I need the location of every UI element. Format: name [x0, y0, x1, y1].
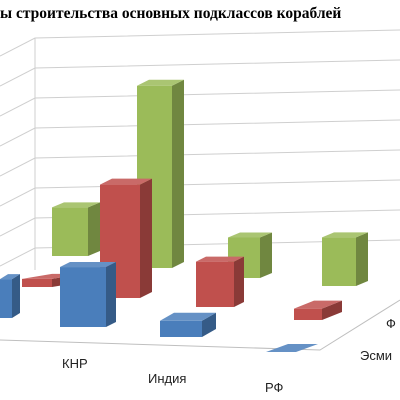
series-label-0: Ф — [386, 316, 396, 331]
gridline-0 — [0, 29, 400, 57]
bar-f-rf-top — [322, 232, 368, 238]
axis-labels: КНР Индия РФ Ф Эсми — [62, 316, 396, 395]
bar-red-india-side — [234, 256, 244, 307]
bar-blue-knr — [60, 262, 116, 327]
bar-red-india — [196, 256, 244, 307]
category-label-0: КНР — [62, 356, 88, 371]
gridline-1 — [0, 59, 400, 87]
series-label-1: Эсми — [360, 348, 392, 363]
bar-f-india-top — [228, 232, 272, 238]
bar-blue-rf-top — [266, 344, 318, 352]
bar-blue-india-side — [202, 312, 216, 337]
gridline-2 — [0, 89, 400, 117]
bar-blue-india — [160, 312, 216, 337]
bar-red-india-top — [196, 256, 244, 262]
bar-blue-knr-front — [60, 267, 106, 327]
bar-f-rf — [322, 232, 368, 286]
bar-red-rf-top — [294, 300, 342, 309]
floor-edge — [0, 299, 400, 351]
bar-group — [0, 79, 368, 352]
bar-f-india-side — [260, 232, 272, 278]
bar-blue-knr-side — [106, 262, 116, 327]
bar-red-india-front — [196, 261, 234, 307]
bar-partial-blue-top — [0, 274, 20, 280]
bar-red-knr-side — [140, 178, 152, 298]
gridline-5 — [0, 179, 400, 207]
bar-partial-blue — [0, 274, 20, 318]
bar-red-rf-front — [294, 308, 322, 320]
bar-blue-rf — [266, 344, 318, 352]
bar-esmi-knr-side — [88, 202, 100, 256]
bar-red-knr — [100, 178, 152, 298]
bar-partial-blue-front — [0, 279, 12, 318]
bar-red-knr-top — [100, 178, 152, 185]
bar-esmi-knr-front — [52, 207, 88, 256]
bar-red-rf — [294, 300, 342, 320]
bar-blue-india-top — [160, 312, 216, 321]
bar-blue-knr-top — [60, 262, 116, 268]
bar-partial-blue-side — [12, 274, 20, 318]
bar-partial-red-front — [22, 278, 52, 287]
bar-f-rf-side — [356, 232, 368, 286]
bar-red-rf-side — [322, 300, 342, 320]
bar-esmi-india-side — [172, 79, 184, 268]
category-label-2: РФ — [265, 380, 284, 395]
chart-title: ы строительства основных подклассов кора… — [0, 5, 342, 22]
bar-esmi-india-top — [137, 79, 184, 86]
bar-esmi-knr — [52, 202, 100, 256]
gridline-3 — [0, 119, 400, 147]
bar-blue-india-front — [160, 320, 202, 337]
bar-esmi-knr-top — [52, 202, 100, 208]
category-label-1: Индия — [148, 371, 186, 386]
gridline-4 — [0, 149, 400, 177]
bar-esmi-india — [137, 79, 184, 268]
gridlines — [0, 29, 400, 351]
bar-f-rf-front — [322, 237, 356, 286]
